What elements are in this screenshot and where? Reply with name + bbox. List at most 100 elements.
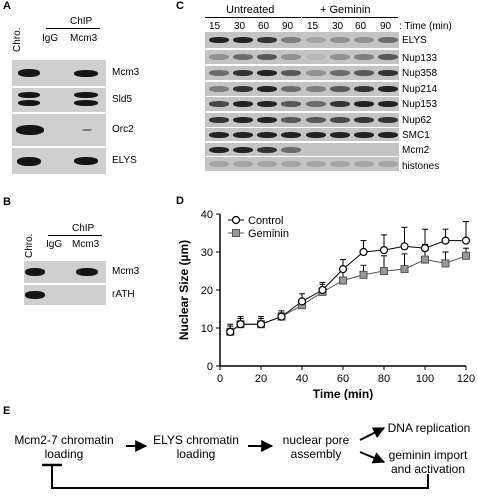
blot-band	[209, 86, 229, 92]
blot-band	[330, 132, 350, 138]
legend-label-geminin: Geminin	[248, 228, 289, 240]
blot-strip	[205, 128, 399, 141]
data-point-control	[226, 327, 235, 336]
blot-band	[257, 117, 277, 123]
blot-band	[354, 117, 374, 123]
time-label: 90	[282, 21, 294, 32]
blot-band	[281, 54, 301, 60]
row-label-smc1: SMC1	[402, 130, 430, 141]
data-point-control	[297, 297, 307, 306]
blot-band	[306, 37, 326, 43]
row-label-nup153: Nup153	[402, 99, 438, 110]
group-geminin-bar	[302, 17, 398, 18]
arrow-3	[359, 427, 386, 441]
data-point-geminin	[380, 267, 388, 275]
blot-band	[330, 70, 350, 76]
node-mcm-loading: Mcm2-7 chromatin loading	[14, 433, 114, 461]
row-label-mcm3: Mcm3	[112, 67, 140, 78]
x-tick-label: 60	[337, 373, 349, 385]
blot-band	[257, 86, 277, 92]
data-point-control	[277, 312, 286, 321]
node-dna-replication: DNA replication	[387, 421, 471, 435]
x-tick-label: 120	[457, 373, 475, 385]
blot-band	[281, 117, 301, 123]
blot-band	[330, 86, 350, 92]
y-tick-label: 40	[201, 209, 213, 221]
row-label-histones: histones	[402, 161, 440, 172]
blot-band	[330, 37, 350, 43]
blot-band	[378, 70, 398, 76]
inhibition-line	[51, 466, 429, 489]
data-point-control	[236, 320, 245, 329]
blot-band	[209, 37, 229, 43]
group-untreated-bar	[205, 17, 301, 18]
y-tick-label: 10	[201, 323, 213, 335]
blot-band	[306, 54, 326, 60]
blot-band	[74, 100, 98, 106]
blot-band	[306, 101, 326, 107]
y-tick-label: 20	[201, 285, 213, 297]
blot-band	[354, 101, 374, 107]
x-axis-title: Time (min)	[313, 387, 373, 400]
x-tick-label: 40	[296, 373, 308, 385]
group-untreated: Untreated	[226, 4, 275, 16]
lane-label-chro: Chro.	[24, 233, 35, 258]
blot-band	[281, 37, 301, 43]
series-line-control	[229, 240, 466, 333]
time-label: 30	[332, 21, 344, 32]
panel-c-letter: C	[176, 0, 184, 12]
panel-a-letter: A	[3, 0, 11, 12]
blot-band	[281, 161, 301, 167]
data-point-control	[400, 242, 409, 251]
time-label: 90	[380, 21, 392, 32]
panel-d-letter: D	[176, 195, 184, 207]
blot-band	[209, 117, 229, 123]
data-point-control	[338, 264, 348, 274]
blot-strip	[205, 32, 399, 48]
node-pore-assembly: nuclear pore assembly	[282, 433, 350, 461]
blot-band	[18, 69, 40, 77]
flow-arrows	[42, 427, 429, 489]
blot-band	[306, 161, 326, 167]
blot-mcm3	[12, 60, 106, 86]
blot-band	[233, 86, 253, 92]
blot-band	[209, 147, 229, 153]
lane-label-mcm3: Mcm3	[70, 33, 98, 44]
x-tick-label: 0	[217, 373, 223, 385]
blot-band	[76, 268, 98, 276]
blot-band	[306, 117, 326, 123]
blot-band	[378, 54, 398, 60]
blot-rath	[24, 285, 106, 305]
legend-marker-control	[231, 215, 241, 225]
blot-band	[330, 101, 350, 107]
node-elys-loading: ELYS chromatin loading	[153, 433, 239, 461]
row-label-nup62: Nup62	[402, 115, 432, 126]
blot-band	[378, 86, 398, 92]
blot-band	[281, 86, 301, 92]
legend-label-control: Control	[248, 215, 283, 227]
node-geminin-import: geminin import and activation	[388, 448, 468, 476]
group-geminin: + Geminin	[320, 4, 371, 16]
panel-b-letter: B	[3, 196, 11, 208]
blot-band	[233, 147, 253, 153]
blot-band	[82, 129, 92, 131]
blot-band	[330, 161, 350, 167]
blot-band	[354, 70, 374, 76]
data-point-geminin	[339, 276, 347, 285]
blot-band	[306, 86, 326, 92]
row-label-sld5: Sld5	[112, 94, 133, 105]
data-point-control	[318, 285, 327, 295]
x-tick-label: 20	[255, 373, 267, 385]
blot-band	[209, 70, 229, 76]
time-label: 60	[258, 21, 270, 32]
blot-band	[17, 157, 41, 166]
data-point-geminin	[421, 255, 429, 264]
row-label-elys: ELYS	[112, 155, 137, 166]
lane-label-igg: IgG	[42, 33, 59, 44]
blot-strip	[205, 50, 399, 64]
blot-strip	[205, 113, 399, 127]
series-line-geminin	[229, 255, 467, 333]
blot-band	[18, 92, 40, 98]
blot-band	[281, 147, 301, 153]
blot-band	[257, 54, 277, 60]
